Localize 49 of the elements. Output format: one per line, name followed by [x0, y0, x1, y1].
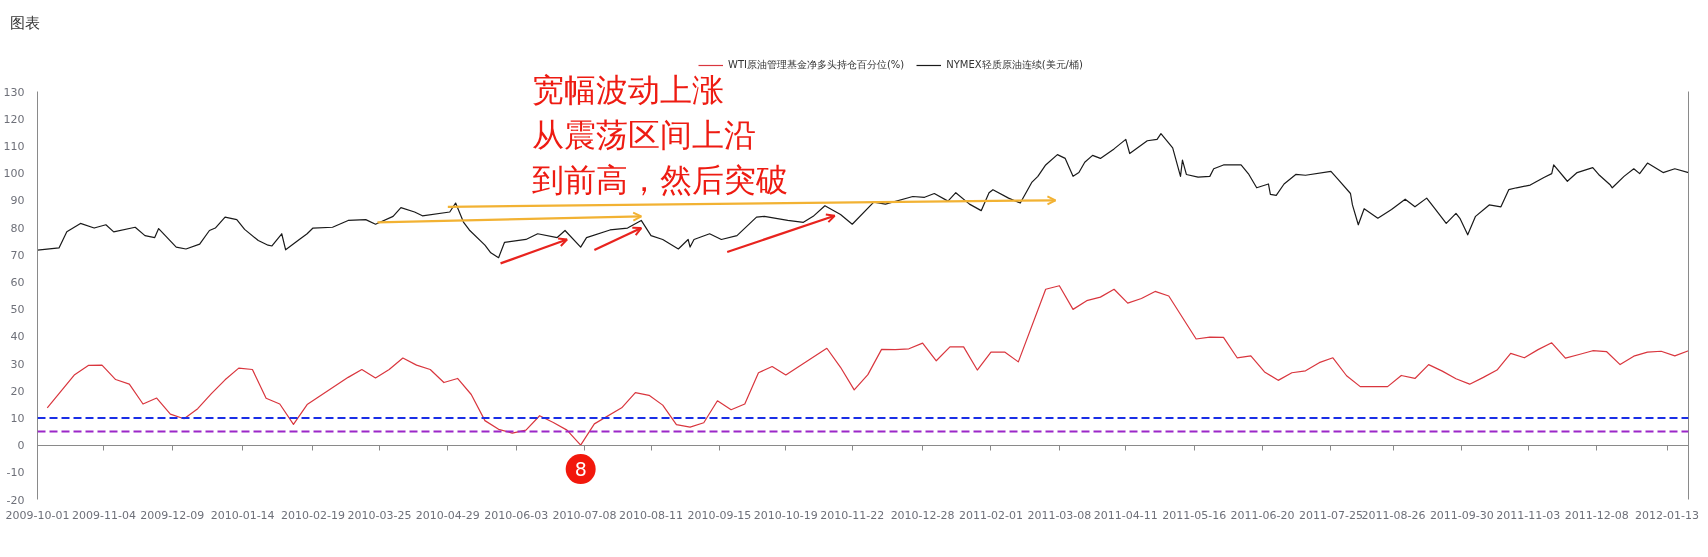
y-tick-label: 90 [10, 194, 25, 208]
x-tick-label: 2009-10-01 [5, 508, 70, 522]
line-series [46, 285, 1689, 446]
y-tick-label: 120 [3, 112, 25, 126]
x-tick-label: 2010-09-15 [687, 508, 752, 522]
y-tick-label: 20 [10, 384, 25, 398]
y-tick-label: 60 [10, 275, 25, 289]
y-tick-label: 100 [3, 167, 25, 181]
y-tick-label: 0 [17, 439, 25, 453]
annotation: 到前高，然后突破 [532, 160, 789, 199]
y-tick-label: 130 [3, 85, 25, 99]
x-tick-label: 2010-02-19 [281, 508, 345, 522]
y-tick-label: 110 [3, 139, 25, 153]
x-tick-label: 2012-01-13 [1635, 508, 1699, 522]
x-tick-label: 2009-11-04 [71, 508, 136, 522]
x-tick-label: 2010-12-28 [890, 508, 955, 522]
x-tick-label: 2011-12-08 [1564, 508, 1629, 522]
legend-label: WTI原油管理基金净多头持仓百分位(%) [728, 58, 905, 72]
chart-title: 图表 [9, 13, 40, 32]
x-tick-label: 2010-10-19 [753, 508, 818, 522]
x-tick-label: 2011-07-25 [1298, 508, 1363, 522]
y-tick-label: 50 [10, 303, 25, 317]
y-tick-label: -10 [6, 466, 25, 480]
x-tick-label: 2011-05-16 [1162, 508, 1227, 522]
annotation: 从震荡区间上沿 [532, 115, 757, 154]
x-tick-label: 2010-07-08 [552, 508, 617, 522]
x-tick-label: 2010-06-03 [484, 508, 549, 522]
x-tick-label: 2010-08-11 [619, 508, 683, 522]
y-tick-label: 30 [10, 357, 25, 371]
x-tick-label: 2011-03-08 [1027, 508, 1092, 522]
x-tick-label: 2011-06-20 [1230, 508, 1295, 522]
y-tick-label: 10 [10, 411, 25, 425]
legend-label: NYMEX轻质原油连续(美元/桶) [946, 58, 1083, 72]
x-tick-label: 2011-09-30 [1429, 508, 1494, 522]
annotation: 8 [574, 458, 587, 481]
x-tick-label: 2011-11-03 [1496, 508, 1561, 522]
x-tick-label: 2011-02-01 [959, 508, 1023, 522]
x-tick-label: 2010-01-14 [210, 508, 275, 522]
x-tick-label: 2010-03-25 [347, 508, 412, 522]
x-tick-label: 2009-12-09 [140, 508, 205, 522]
x-tick-label: 2010-11-22 [820, 508, 885, 522]
x-tick-label: 2011-08-26 [1361, 508, 1426, 522]
y-tick-label: -20 [6, 493, 25, 507]
x-tick-label: 2010-04-29 [415, 508, 480, 522]
y-tick-label: 70 [10, 248, 25, 262]
y-tick-label: 40 [10, 330, 25, 344]
y-tick-label: 80 [10, 221, 25, 235]
annotation: 宽幅波动上涨 [532, 70, 725, 109]
x-tick-label: 2011-04-11 [1093, 508, 1158, 522]
